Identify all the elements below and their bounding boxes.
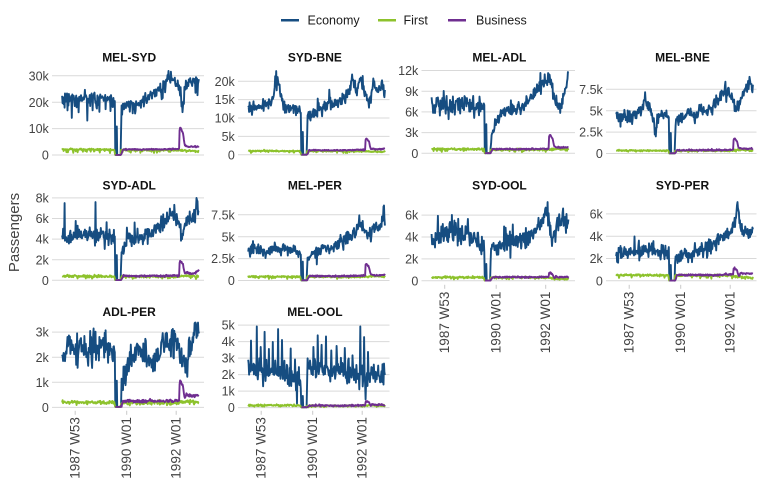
svg-text:SYD-BNE: SYD-BNE [288,50,342,64]
svg-text:0: 0 [228,148,235,162]
svg-text:5k: 5k [222,230,236,244]
svg-text:0: 0 [596,274,603,288]
svg-text:2k: 2k [590,252,604,266]
svg-text:5k: 5k [590,104,604,118]
svg-text:3k: 3k [36,326,50,340]
svg-text:15k: 15k [215,93,236,107]
svg-text:SYD-OOL: SYD-OOL [472,178,527,192]
svg-text:1990 W01: 1990 W01 [119,417,134,479]
svg-text:1987 W53: 1987 W53 [67,417,82,479]
svg-text:MEL-BNE: MEL-BNE [655,50,710,64]
svg-text:4k: 4k [405,231,419,245]
svg-text:4k: 4k [36,233,50,247]
svg-text:6k: 6k [405,106,419,120]
svg-text:2k: 2k [222,368,236,382]
svg-text:9k: 9k [405,85,419,99]
svg-text:Passengers: Passengers [6,193,23,272]
svg-text:1987 W53: 1987 W53 [437,292,452,354]
svg-text:1992 W01: 1992 W01 [538,292,553,354]
svg-text:First: First [404,13,429,27]
svg-text:3k: 3k [405,126,419,140]
svg-text:0: 0 [228,274,235,288]
svg-text:5k: 5k [222,130,236,144]
svg-text:1k: 1k [36,376,50,390]
svg-text:8k: 8k [36,192,50,206]
svg-text:1k: 1k [222,385,236,399]
svg-text:20k: 20k [29,96,50,110]
svg-text:MEL-OOL: MEL-OOL [287,305,342,319]
svg-text:1990 W01: 1990 W01 [488,292,503,354]
svg-text:10k: 10k [215,112,236,126]
svg-text:12k: 12k [398,64,419,78]
svg-text:2k: 2k [405,253,419,267]
svg-text:5k: 5k [222,319,236,333]
svg-text:7.5k: 7.5k [579,83,603,97]
svg-text:0: 0 [42,401,49,415]
svg-text:Economy: Economy [308,13,361,27]
svg-text:1987 W53: 1987 W53 [253,417,268,479]
svg-text:MEL-ADL: MEL-ADL [472,50,526,64]
svg-text:10k: 10k [29,122,50,136]
svg-text:30k: 30k [29,69,50,83]
svg-text:6k: 6k [590,208,604,222]
svg-text:MEL-SYD: MEL-SYD [102,50,156,64]
svg-text:7.5k: 7.5k [211,208,235,222]
svg-text:1987 W53: 1987 W53 [621,292,636,354]
svg-text:Business: Business [476,13,527,27]
svg-text:2.5k: 2.5k [579,126,603,140]
svg-text:2k: 2k [36,253,50,267]
svg-text:4k: 4k [590,230,604,244]
svg-text:MEL-PER: MEL-PER [288,178,342,192]
svg-text:SYD-ADL: SYD-ADL [103,178,156,192]
svg-text:2.5k: 2.5k [211,252,235,266]
svg-text:0: 0 [228,401,235,415]
svg-text:0: 0 [596,147,603,161]
svg-text:4k: 4k [222,335,236,349]
svg-text:3k: 3k [222,352,236,366]
svg-text:1992 W01: 1992 W01 [168,417,183,479]
svg-text:0: 0 [42,149,49,163]
svg-text:20k: 20k [215,75,236,89]
svg-text:0: 0 [411,147,418,161]
svg-text:1990 W01: 1990 W01 [305,417,320,479]
svg-text:1992 W01: 1992 W01 [354,417,369,479]
svg-text:2k: 2k [36,351,50,365]
svg-text:SYD-PER: SYD-PER [656,178,710,192]
svg-text:0: 0 [411,274,418,288]
svg-text:ADL-PER: ADL-PER [103,305,157,319]
svg-text:6k: 6k [405,209,419,223]
svg-text:0: 0 [42,274,49,288]
svg-text:1992 W01: 1992 W01 [722,292,737,354]
svg-text:6k: 6k [36,212,50,226]
svg-text:1990 W01: 1990 W01 [673,292,688,354]
